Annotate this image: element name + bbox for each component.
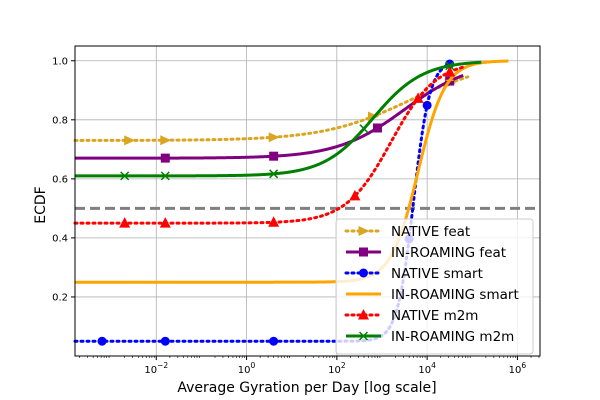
data-point-native-feat-0 [124, 135, 136, 146]
data-point-in-roaming-m2m-2 [269, 169, 279, 179]
data-point-in-roaming-m2m-0 [120, 171, 130, 181]
y-tick-label-1: 0.4 [52, 233, 68, 244]
y-tick-label-0: 0.2 [52, 292, 68, 303]
data-point-native-smart-0 [97, 336, 107, 346]
x-tick-label-1: 100 [238, 361, 256, 376]
data-point-native-feat-2 [268, 132, 280, 143]
legend-label-native-feat: NATIVE feat [391, 224, 470, 240]
y-tick-label-4: 1.0 [52, 56, 68, 67]
data-point-in-roaming-m2m-1 [160, 171, 170, 181]
legend: NATIVE feat IN-ROAMING feat NATIVE smart IN… [335, 218, 534, 355]
x-tick-label-3: 104 [418, 361, 436, 376]
series-line-in-roaming-m2m [74, 60, 482, 178]
data-point-in-roaming-m2m-3 [359, 124, 369, 134]
data-point-native-smart-4 [422, 100, 432, 110]
legend-label-in-roaming-smart: IN-ROAMING smart [391, 287, 519, 303]
legend-marker-in-roaming-feat [359, 247, 368, 257]
legend-entry-in-roaming-feat: IN-ROAMING feat [346, 245, 506, 261]
series-line-native-feat [73, 75, 470, 142]
series-line-native-smart [73, 61, 456, 343]
data-point-in-roaming-feat-1 [269, 151, 279, 161]
data-point-native-m2m-3 [349, 189, 361, 201]
data-point-in-roaming-feat-2 [372, 123, 382, 133]
legend-marker-native-smart [359, 268, 368, 278]
y-tick-label-2: 0.6 [52, 174, 68, 185]
y-axis-label: ECDF [33, 186, 49, 223]
data-point-native-m2m-5 [444, 65, 456, 77]
legend-entry-native-m2m: NATIVE m2m [344, 308, 478, 324]
x-tick-label-4: 106 [509, 361, 527, 376]
legend-entry-native-feat: NATIVE feat [344, 224, 470, 240]
legend-entry-in-roaming-smart: IN-ROAMING smart [346, 287, 519, 303]
x-tick-label-2: 102 [328, 361, 346, 376]
data-point-native-feat-1 [160, 135, 172, 146]
x-tick-label-0: 10−2 [144, 361, 168, 376]
legend-marker-in-roaming-m2m [358, 331, 369, 341]
plot-frame [74, 45, 541, 357]
legend-label-native-smart: NATIVE smart [391, 266, 483, 282]
legend-label-in-roaming-feat: IN-ROAMING feat [391, 245, 506, 261]
legend-box [335, 218, 534, 355]
series-in-roaming-smart [74, 59, 509, 284]
data-point-in-roaming-feat-0 [160, 153, 170, 163]
series-line-in-roaming-smart [74, 59, 509, 284]
data-point-native-smart-2 [269, 336, 279, 346]
series-line-in-roaming-feat [74, 73, 464, 160]
legend-entry-native-smart: NATIVE smart [344, 266, 483, 282]
axes [74, 45, 541, 357]
data-point-native-m2m-0 [119, 217, 131, 228]
y-tick-label-3: 0.8 [52, 115, 68, 126]
data-point-in-roaming-m2m-4 [445, 61, 455, 71]
x-axis-label: Average Gyration per Day [log scale] [177, 380, 436, 396]
data-point-native-smart-1 [160, 336, 170, 346]
legend-label-in-roaming-m2m: IN-ROAMING m2m [391, 329, 514, 345]
data-point-native-m2m-2 [268, 216, 280, 227]
legend-entry-in-roaming-m2m: IN-ROAMING m2m [346, 329, 514, 345]
series-native-m2m [73, 65, 465, 228]
legend-marker-native-feat [358, 226, 370, 236]
data-point-native-m2m-4 [412, 92, 424, 103]
data-point-native-m2m-1 [159, 217, 171, 228]
grid [75, 46, 540, 356]
series-in-roaming-m2m [74, 60, 482, 181]
series-line-native-m2m [73, 65, 465, 225]
legend-label-native-m2m: NATIVE m2m [391, 308, 478, 324]
series-group [73, 59, 509, 346]
legend-marker-native-m2m [358, 309, 369, 320]
